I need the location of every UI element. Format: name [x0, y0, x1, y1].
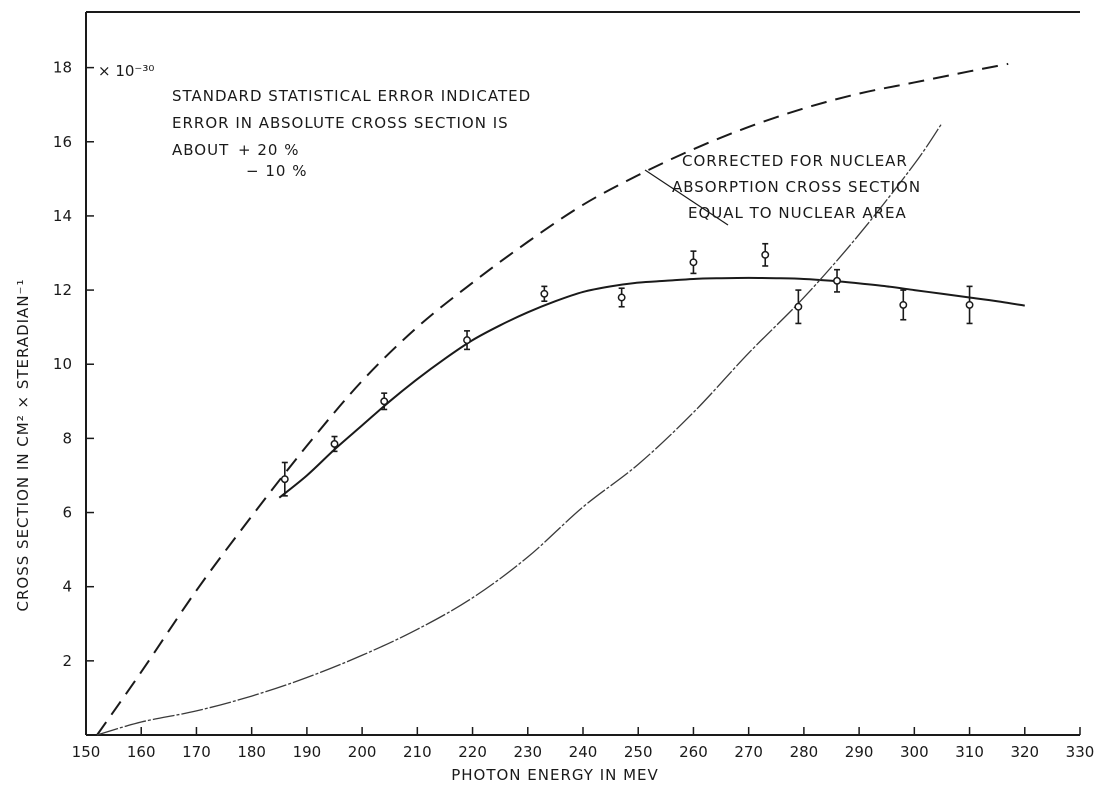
x-tick-label: 260	[679, 743, 708, 761]
data-point	[689, 258, 698, 267]
x-tick-label: 310	[955, 743, 984, 761]
x-tick-label: 270	[734, 743, 763, 761]
data-point	[965, 300, 974, 309]
x-ticks: 150 160 170 180 190 200 210 220 230 240 250 260 270 2…	[72, 727, 1095, 761]
x-tick-label: 200	[348, 743, 377, 761]
data-point	[617, 293, 626, 302]
curves	[96, 62, 1025, 736]
y-tick-label: 10	[53, 355, 72, 373]
x-tick-label: 320	[1010, 743, 1039, 761]
x-tick-label: 180	[237, 743, 266, 761]
y-tick-label: 12	[53, 281, 72, 299]
annotation-minus-error: − 10 %	[246, 162, 307, 180]
annotation-line-1: STANDARD STATISTICAL ERROR INDICATED	[172, 87, 531, 105]
y-tick-label: 18	[53, 59, 72, 77]
data-point	[833, 276, 841, 285]
dashed-curve-label-3: EQUAL TO NUCLEAR AREA	[688, 204, 907, 222]
data-point	[761, 250, 770, 259]
annotation-line-2: ERROR IN ABSOLUTE CROSS SECTION IS	[172, 114, 509, 132]
dashed-curve-label-2: ABSORPTION CROSS SECTION	[672, 178, 921, 196]
data-point	[380, 397, 389, 406]
data-point	[540, 289, 549, 298]
x-tick-label: 330	[1066, 743, 1095, 761]
data-point	[463, 336, 471, 345]
curve-thin	[96, 122, 943, 736]
x-tick-label: 240	[569, 743, 598, 761]
y-axis-title: CROSS SECTION IN CM² × STERADIAN⁻¹	[14, 279, 32, 612]
x-tick-label: 290	[845, 743, 874, 761]
y-tick-label: 6	[62, 504, 72, 522]
y-multiplier: × 10⁻³⁰	[98, 62, 154, 80]
data-point	[794, 302, 803, 311]
dashed-curve-leader-line	[644, 169, 729, 226]
data-point	[330, 439, 339, 448]
x-tick-label: 150	[72, 743, 101, 761]
curve-dashed	[96, 62, 1009, 736]
x-tick-label: 230	[513, 743, 542, 761]
dashed-curve-label-1: CORRECTED FOR NUCLEAR	[682, 152, 908, 170]
x-tick-label: 250	[624, 743, 653, 761]
y-tick-label: 2	[62, 652, 72, 670]
x-tick-label: 160	[127, 743, 156, 761]
y-ticks: 2 4 6 8 10 12 14 16 18	[53, 59, 94, 670]
data-point	[280, 475, 289, 484]
y-tick-label: 4	[62, 578, 72, 596]
y-tick-label: 16	[53, 133, 72, 151]
annotation-plus-error: + 20 %	[238, 141, 299, 159]
annotation-line-3: ABOUT	[172, 141, 229, 159]
data-points	[280, 242, 974, 497]
data-point	[899, 300, 908, 309]
x-tick-label: 280	[790, 743, 819, 761]
x-tick-label: 210	[403, 743, 432, 761]
y-tick-label: 14	[53, 207, 72, 225]
x-tick-label: 170	[182, 743, 211, 761]
x-tick-label: 190	[293, 743, 322, 761]
x-tick-label: 300	[900, 743, 929, 761]
x-tick-label: 220	[458, 743, 487, 761]
y-tick-label: 8	[62, 429, 72, 447]
x-axis-title: PHOTON ENERGY IN MEV	[451, 766, 659, 784]
curve-solid	[278, 276, 1025, 499]
